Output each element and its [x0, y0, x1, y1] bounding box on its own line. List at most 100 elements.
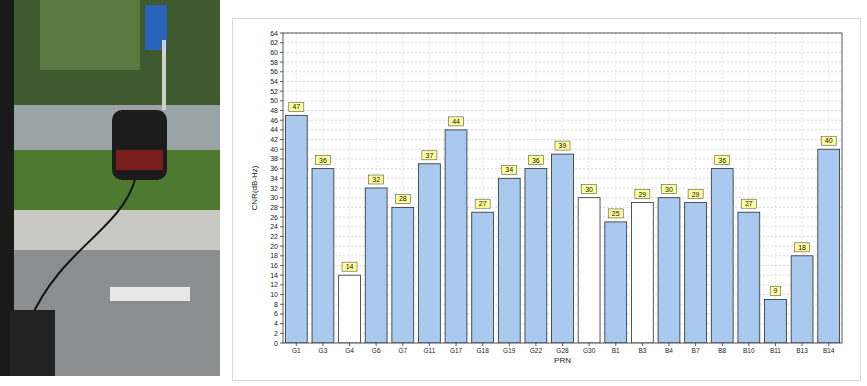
data-label-box — [795, 243, 810, 252]
data-label-box — [608, 209, 623, 218]
y-tick-label: 24 — [270, 223, 278, 230]
y-tick — [280, 313, 283, 314]
photo-trees — [0, 0, 220, 110]
x-tick — [589, 343, 590, 346]
x-tick-label: B1 — [612, 347, 620, 354]
x-tick — [509, 343, 510, 346]
y-tick — [280, 149, 283, 150]
data-label-box — [715, 156, 730, 165]
y-tick — [280, 33, 283, 34]
y-tick — [280, 139, 283, 140]
y-tick — [280, 294, 283, 295]
grid-line — [283, 71, 842, 72]
data-label-box — [661, 185, 676, 194]
y-tick — [280, 246, 283, 247]
y-tick-label: 20 — [270, 243, 278, 250]
y-tick-label: 6 — [274, 310, 278, 317]
data-label-box — [289, 102, 304, 111]
x-tick — [695, 343, 696, 346]
x-tick — [482, 343, 483, 346]
y-tick — [280, 207, 283, 208]
y-tick-label: 0 — [274, 340, 278, 347]
photo-trees-light — [40, 0, 140, 70]
y-tick — [280, 255, 283, 256]
x-tick-label: G19 — [503, 347, 516, 354]
x-tick — [322, 343, 323, 346]
photo — [0, 0, 220, 376]
x-tick — [349, 343, 350, 346]
grid — [283, 33, 842, 343]
y-tick — [280, 178, 283, 179]
data-label: 47 — [292, 103, 300, 110]
y-axis-label: CNR(dB-Hz) — [250, 165, 259, 210]
y-tick — [280, 265, 283, 266]
y-tick-label: 32 — [270, 185, 278, 192]
grid-line — [283, 120, 842, 121]
y-tick-label: 42 — [270, 136, 278, 143]
x-tick-label: B8 — [718, 347, 726, 354]
data-label: 27 — [479, 200, 487, 207]
data-label: 14 — [346, 263, 354, 270]
data-label: 44 — [452, 118, 460, 125]
data-label: 29 — [638, 191, 646, 198]
photo-road — [0, 250, 220, 376]
data-label: 39 — [559, 142, 567, 149]
y-tick-label: 28 — [270, 204, 278, 211]
data-label-box — [821, 136, 836, 145]
data-label: 9 — [773, 287, 777, 294]
bar — [445, 130, 467, 343]
data-label-box — [475, 199, 490, 208]
y-tick-label: 56 — [270, 68, 278, 75]
photo-shrubs — [0, 150, 220, 210]
photo-barrier — [0, 210, 220, 250]
grid-line — [283, 52, 842, 53]
bar — [631, 203, 653, 343]
y-tick — [280, 226, 283, 227]
x-axis-label: PRN — [554, 356, 571, 365]
y-tick — [280, 284, 283, 285]
bar — [552, 154, 574, 343]
data-label-box — [395, 194, 410, 203]
y-tick — [280, 158, 283, 159]
bar — [711, 169, 733, 343]
x-tick — [562, 343, 563, 346]
y-tick — [280, 62, 283, 63]
y-tick — [280, 52, 283, 53]
x-tick-label: B7 — [692, 347, 700, 354]
data-label: 18 — [798, 244, 806, 251]
bar — [658, 198, 680, 343]
x-tick-label: G4 — [345, 347, 354, 354]
data-label-box — [422, 151, 437, 160]
y-tick — [280, 188, 283, 189]
y-tick-label: 46 — [270, 117, 278, 124]
bar — [605, 222, 627, 343]
y-tick-label: 64 — [270, 30, 278, 37]
y-tick — [280, 71, 283, 72]
data-label: 30 — [665, 186, 673, 193]
x-tick-label: G22 — [530, 347, 543, 354]
data-label: 30 — [585, 186, 593, 193]
data-label: 29 — [692, 191, 700, 198]
y-tick — [280, 236, 283, 237]
data-label: 36 — [718, 157, 726, 164]
x-tick — [722, 343, 723, 346]
x-tick — [775, 343, 776, 346]
x-tick-label: B4 — [665, 347, 673, 354]
data-label-box — [582, 185, 597, 194]
x-tick — [296, 343, 297, 346]
data-label-box — [315, 156, 330, 165]
y-tick-label: 10 — [270, 291, 278, 298]
y-tick — [280, 275, 283, 276]
y-tick — [280, 217, 283, 218]
data-label-box — [528, 156, 543, 165]
photo-bg — [0, 0, 220, 376]
x-tick — [802, 343, 803, 346]
bar — [685, 203, 707, 343]
data-label: 27 — [745, 200, 753, 207]
y-tick — [280, 168, 283, 169]
y-tick-label: 18 — [270, 252, 278, 259]
bar — [418, 164, 440, 343]
y-tick — [280, 120, 283, 121]
y-tick-label: 12 — [270, 281, 278, 288]
y-tick — [280, 91, 283, 92]
